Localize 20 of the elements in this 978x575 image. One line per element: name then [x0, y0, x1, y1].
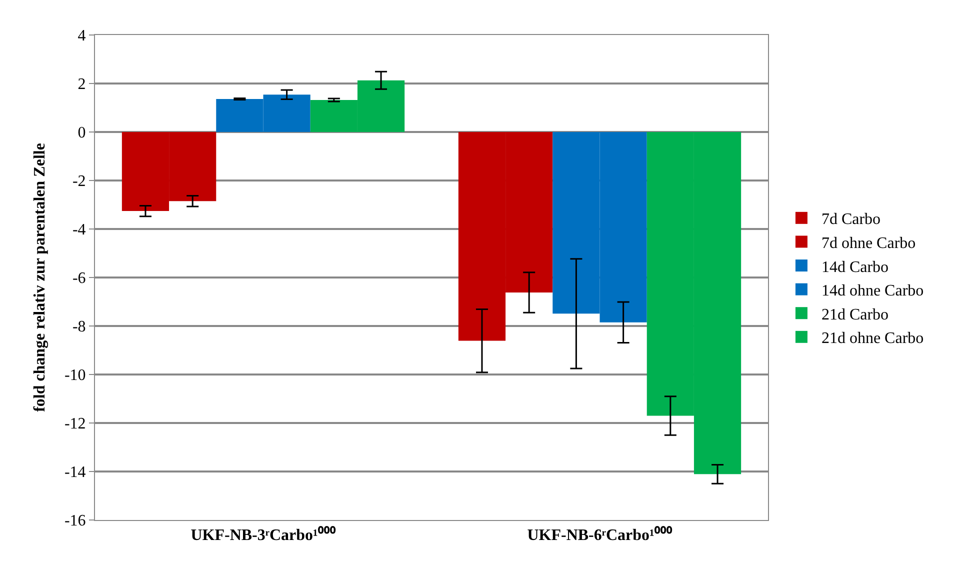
y-tick-label: -6	[72, 270, 86, 288]
y-tick-label: -14	[64, 464, 86, 482]
y-tick-label: -8	[72, 318, 86, 336]
legend-label: 7d ohne Carbo	[821, 234, 916, 252]
y-tick-label: 0	[78, 124, 86, 142]
y-tick-label: -16	[64, 512, 86, 530]
y-tick-label: -12	[64, 416, 86, 433]
y-tick-label: -2	[72, 173, 86, 190]
legend-label: 21d Carbo	[821, 306, 889, 324]
y-tick-label: 4	[78, 28, 86, 45]
legend-label: 14d ohne Carbo	[821, 282, 924, 300]
y-tick-label: -4	[72, 222, 86, 239]
y-axis-title: fold change relativ zur parentalen Zelle	[31, 143, 48, 412]
legend-label: 14d Carbo	[821, 258, 889, 276]
x-tick-label: UKF-NB-6ʳCarbo¹⁰⁰⁰	[527, 526, 672, 544]
x-tick-label: UKF-NB-3ʳCarbo¹⁰⁰⁰	[190, 526, 336, 544]
legend-label: 21d ohne Carbo	[821, 330, 924, 348]
legend-label: 7d Carbo	[821, 211, 881, 228]
y-tick-label: -10	[64, 367, 86, 384]
y-tick-label: 2	[78, 76, 86, 94]
